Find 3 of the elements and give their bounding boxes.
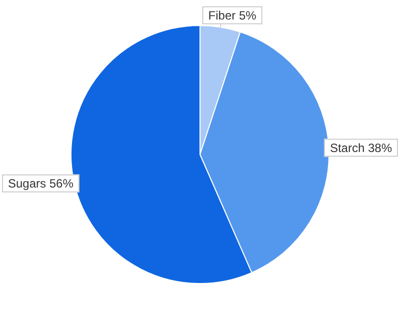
slice-label: Starch 38% xyxy=(330,141,392,156)
slice-label: Sugars 56% xyxy=(8,176,74,191)
slice-label: Fiber 5% xyxy=(208,8,257,23)
